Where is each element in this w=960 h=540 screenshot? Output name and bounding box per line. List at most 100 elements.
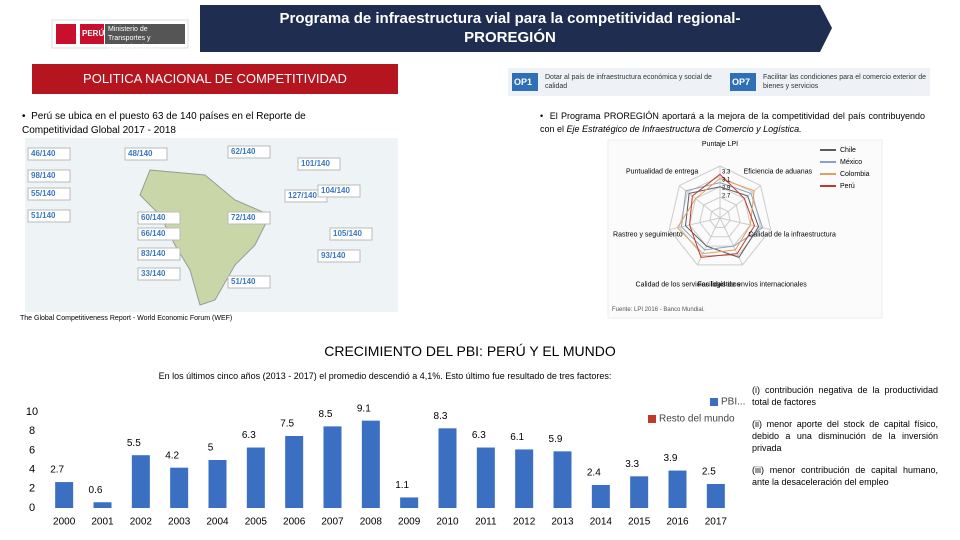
radar-ring (689, 186, 751, 247)
rank-label: 51/140 (231, 277, 256, 286)
value-label: 8.5 (319, 409, 333, 420)
op1-badge (512, 73, 538, 91)
op-code: OP7 (732, 77, 751, 87)
y-tick-label: 0 (29, 502, 35, 514)
x-tick-label: 2014 (590, 517, 613, 528)
bullet-text: Perú se ubica en el puesto 63 de 140 paí… (22, 111, 306, 136)
rank-label: 83/140 (141, 249, 166, 258)
bar (400, 497, 419, 508)
radar-legend-label: Colombia (840, 171, 870, 178)
bar (630, 476, 649, 508)
bar (515, 449, 534, 508)
value-label: 2.7 (50, 465, 64, 476)
rank-label: 33/140 (141, 269, 166, 278)
bar (55, 482, 74, 508)
y-tick-label: 4 (29, 464, 35, 476)
radar-shape (676, 177, 755, 255)
legend-swatch (648, 415, 656, 423)
value-label: 0.6 (89, 485, 103, 496)
logo-peru-bg (80, 24, 104, 44)
rank-box (227, 211, 271, 225)
x-tick-label: 2012 (513, 517, 536, 528)
logo-ministry-bg (105, 24, 185, 44)
chart-title: CRECIMIENTO DEL PBI: PERÚ Y EL MUNDO (324, 343, 616, 359)
x-tick-label: 2013 (551, 517, 574, 528)
value-label: 5.5 (127, 438, 141, 449)
rank-label: 98/140 (31, 171, 56, 180)
title-line: Programa de infraestructura vial para la… (279, 10, 741, 27)
value-label: 2.5 (702, 467, 716, 478)
radar-axis-label: Puntaje LPI (702, 141, 738, 148)
bullet-emphasis: Eje Estratégico de Infraestructura de Co… (566, 124, 802, 134)
bullet-text: El Programa PROREGIÓN aportará a la mejo… (540, 111, 925, 134)
rank-label: 104/140 (321, 186, 350, 195)
rank-label: 51/140 (31, 211, 56, 220)
radar-ring (699, 196, 741, 238)
radar-scale-label: 2.7 (722, 194, 731, 200)
header-title: Programa de infraestructura vial para la… (200, 9, 820, 47)
bar (170, 467, 189, 508)
bar (131, 455, 150, 508)
value-label: 4.2 (165, 450, 179, 461)
x-tick-label: 2005 (245, 517, 268, 528)
legend-label: PBI... (721, 397, 745, 408)
rank-box (137, 211, 181, 225)
radar-axis-label: Eficiencia de aduanas (744, 169, 813, 176)
op-code: OP1 (514, 77, 533, 87)
rank-box (137, 247, 181, 261)
map-source: The Global Competitiveness Report - Worl… (20, 315, 233, 322)
bar (553, 451, 572, 508)
radar-source: Fuente: LPI 2016 - Banco Mundial. (612, 307, 705, 313)
title-line: PROREGIÓN (464, 29, 556, 46)
x-tick-label: 2002 (130, 517, 153, 528)
x-tick-label: 2004 (206, 517, 229, 528)
radar-scale-label: 3.1 (722, 178, 731, 184)
rank-box (297, 157, 341, 171)
rank-label: 101/140 (301, 159, 330, 168)
value-label: 5.9 (549, 434, 563, 445)
radar-legend-label: Chile (840, 147, 856, 154)
rank-box (227, 145, 271, 159)
bar (591, 484, 610, 508)
section-banner (32, 64, 398, 94)
value-label: 8.3 (434, 411, 448, 422)
value-label: 9.1 (357, 403, 371, 414)
bar (285, 436, 304, 508)
radar-scale-label: 3.3 (722, 170, 731, 176)
x-tick-label: 2010 (436, 517, 459, 528)
value-label: 3.9 (664, 453, 678, 464)
factor: (iii) menor contribución de capital huma… (752, 465, 938, 487)
value-label: 6.3 (242, 430, 256, 441)
radar-image (607, 139, 883, 319)
radar-axis-label: Facilidad de envíos internacionales (697, 282, 807, 289)
rank-label: 60/140 (141, 213, 166, 222)
rank-box (137, 267, 181, 281)
rank-box (27, 187, 71, 201)
x-tick-label: 2006 (283, 517, 306, 528)
radar-ring (709, 207, 731, 228)
bar (323, 426, 342, 508)
y-tick-label: 2 (29, 483, 35, 495)
bar (438, 428, 457, 508)
chart-subtitle: En los últimos cinco años (2013 - 2017) … (158, 371, 612, 381)
rank-box (317, 249, 361, 263)
factor: (i) contribución negativa de la producti… (752, 385, 938, 407)
y-tick-label: 8 (29, 425, 35, 437)
rank-box (227, 275, 271, 289)
rank-box (124, 147, 168, 161)
radar-ring (668, 165, 772, 266)
op7-badge (730, 73, 756, 91)
value-label: 6.1 (510, 432, 524, 443)
rank-label: 105/140 (333, 229, 362, 238)
rank-label: 55/140 (31, 189, 56, 198)
x-tick-label: 2017 (705, 517, 728, 528)
rank-box (329, 227, 373, 241)
header-banner (200, 5, 832, 52)
x-tick-label: 2001 (91, 517, 114, 528)
value-label: 2.4 (587, 468, 601, 479)
rank-box (27, 147, 71, 161)
value-label: 5 (208, 443, 214, 454)
bar (208, 460, 227, 508)
